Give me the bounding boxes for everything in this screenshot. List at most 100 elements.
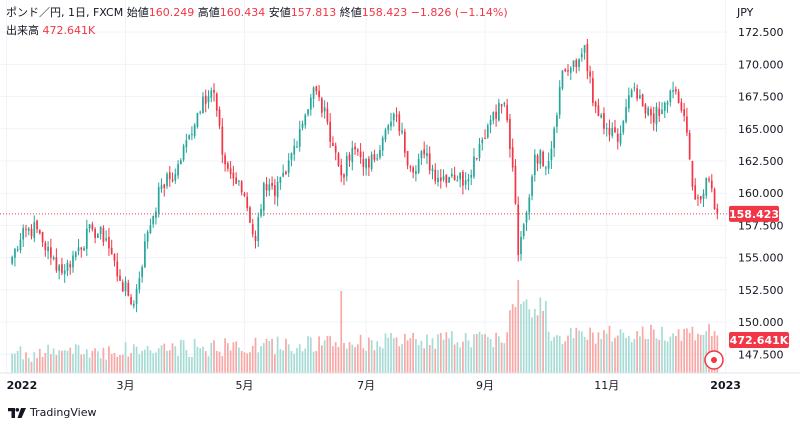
volume-bar xyxy=(113,352,116,373)
candle-body xyxy=(36,220,38,230)
low-label: 安値 xyxy=(268,6,291,19)
volume-bar xyxy=(580,331,583,373)
candle-body xyxy=(83,248,85,251)
volume-bar xyxy=(30,361,33,373)
candle-body xyxy=(22,227,25,240)
candle-body xyxy=(406,151,409,166)
candle-body xyxy=(580,53,583,58)
volume-bar xyxy=(456,342,459,373)
candle-body xyxy=(340,165,343,176)
volume-bar xyxy=(506,332,509,373)
volume-bar xyxy=(52,348,55,373)
volume-bar xyxy=(202,346,204,373)
volume-bar xyxy=(55,355,58,373)
candles xyxy=(11,38,719,313)
candle-body xyxy=(669,90,672,103)
candle-body xyxy=(439,177,442,181)
price-tick-label: 167.500 xyxy=(738,91,784,104)
volume-bar xyxy=(439,332,442,373)
candle-body xyxy=(249,207,251,223)
volume-label: 出来高 xyxy=(6,24,39,37)
volume-bar xyxy=(381,348,384,373)
volume-bar xyxy=(547,331,550,373)
volume-bar xyxy=(282,350,285,373)
candle-body xyxy=(121,282,124,292)
volume-bar xyxy=(426,334,428,373)
candle-body xyxy=(160,185,163,189)
time-tick-label: 3月 xyxy=(117,379,135,392)
volume-bar xyxy=(597,332,600,373)
volume-bar xyxy=(586,339,589,373)
time-tick-label: 2022 xyxy=(7,379,38,392)
volume-bar xyxy=(459,347,461,373)
volume-bar xyxy=(105,359,108,373)
volume-bar xyxy=(257,352,260,373)
candle-body xyxy=(274,185,276,196)
volume-bar xyxy=(298,344,301,373)
volume-bar xyxy=(232,342,235,373)
candle-body xyxy=(312,87,315,99)
candle-body xyxy=(174,173,177,181)
candle-body xyxy=(434,169,437,182)
volume-bar xyxy=(406,340,409,373)
volume-bar xyxy=(415,338,417,373)
volume-bar xyxy=(94,348,96,373)
candle-body xyxy=(240,181,243,193)
volume-bar xyxy=(680,340,683,373)
candle-body xyxy=(495,111,497,119)
volume-bar xyxy=(88,357,91,373)
volume-bar xyxy=(520,303,522,373)
candle-body xyxy=(218,109,221,126)
volume-bar xyxy=(569,327,572,373)
candle-body xyxy=(716,208,719,214)
volume-bar xyxy=(337,346,340,373)
candle-body xyxy=(674,89,677,92)
volume-bar xyxy=(155,352,157,373)
volume-bar xyxy=(495,332,497,373)
candle-body xyxy=(547,161,550,169)
volume-bar xyxy=(473,334,475,373)
candle-body xyxy=(354,146,356,150)
candle-body xyxy=(655,106,658,125)
volume-bar xyxy=(50,354,52,373)
volume-bar xyxy=(243,352,246,373)
volume-bar xyxy=(387,337,390,373)
price-tick-label: 172.500 xyxy=(738,26,784,39)
replay-icon[interactable] xyxy=(704,350,724,370)
candle-body xyxy=(204,95,207,104)
volume-bar xyxy=(536,315,539,373)
candle-body xyxy=(193,124,196,136)
candle-body xyxy=(636,88,638,99)
volume-bar xyxy=(235,341,238,373)
volume-bar xyxy=(605,333,608,373)
candle-body xyxy=(395,115,398,117)
candle-body xyxy=(365,158,367,169)
candle-body xyxy=(271,182,273,187)
candle-body xyxy=(105,238,108,241)
volume-bar xyxy=(61,350,63,373)
candle-body xyxy=(644,104,647,114)
candle-body xyxy=(334,145,337,153)
candle-body xyxy=(710,180,713,189)
tradingview-logo[interactable]: TradingView xyxy=(8,406,96,419)
close-value: 158.423 xyxy=(361,6,408,19)
volume-bar xyxy=(210,342,213,373)
volume-bar xyxy=(152,353,155,373)
volume-bar xyxy=(199,348,202,373)
candle-body xyxy=(262,182,265,211)
volume-bar xyxy=(240,350,243,373)
candle-body xyxy=(298,128,301,147)
candle-body xyxy=(179,160,182,165)
candle-body xyxy=(652,113,655,123)
candle-body xyxy=(658,108,661,116)
candle-body xyxy=(307,109,309,115)
candle-body xyxy=(141,266,143,278)
volume-bar xyxy=(251,345,254,373)
price-tick-label: 155.000 xyxy=(738,252,784,265)
high-value: 160.434 xyxy=(219,6,266,19)
candle-body xyxy=(41,231,44,243)
volume-bar xyxy=(412,332,414,373)
volume-bar xyxy=(589,327,591,373)
candle-body xyxy=(66,262,69,272)
